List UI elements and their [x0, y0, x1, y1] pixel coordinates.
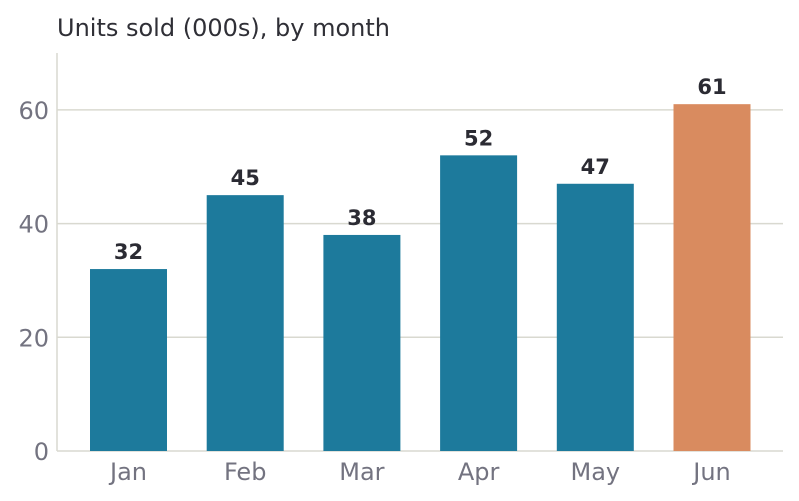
x-tick-label: Apr — [458, 458, 500, 486]
bar-may — [556, 183, 634, 451]
x-tick-label: Mar — [339, 458, 384, 486]
data-label: 45 — [231, 166, 260, 190]
x-tick-label: May — [570, 458, 620, 486]
bars — [90, 104, 751, 452]
y-tick-label: 20 — [18, 324, 49, 352]
x-tick-label: Jan — [108, 458, 147, 486]
data-label: 32 — [114, 240, 143, 264]
gridlines — [57, 109, 783, 339]
y-axis-ticks: 0 20 40 60 — [18, 97, 49, 466]
x-tick-label: Feb — [224, 458, 267, 486]
y-tick-label: 0 — [34, 438, 49, 466]
chart-title: Units sold (000s), by month — [57, 14, 390, 42]
data-label: 47 — [581, 155, 610, 179]
bar-jun — [673, 104, 751, 452]
x-axis-ticks: Jan Feb Mar Apr May Jun — [108, 458, 731, 486]
bar-jan — [90, 269, 167, 451]
bar-feb — [206, 195, 284, 451]
data-label: 52 — [464, 126, 493, 150]
data-label: 38 — [347, 206, 376, 230]
y-tick-label: 60 — [18, 97, 49, 125]
y-tick-label: 40 — [18, 211, 49, 239]
bar-mar — [323, 234, 401, 451]
data-label: 61 — [697, 75, 726, 99]
x-tick-label: Jun — [691, 458, 731, 486]
data-labels: 32 45 38 52 47 61 — [114, 75, 727, 264]
bar-apr — [440, 155, 518, 452]
